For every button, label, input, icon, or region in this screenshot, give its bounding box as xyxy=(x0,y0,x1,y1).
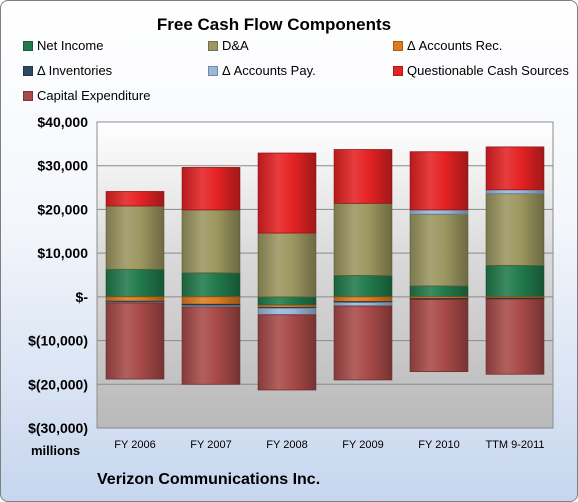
bar-segment xyxy=(409,285,469,298)
bar-segment xyxy=(485,193,545,266)
bar-segment xyxy=(257,314,317,391)
legend-item-accounts-pay: Δ Accounts Pay. xyxy=(208,63,316,79)
bar-segment xyxy=(485,264,545,298)
y-tick-label: $10,000 xyxy=(37,245,88,261)
legend-swatch-da xyxy=(208,40,218,51)
bar-segment xyxy=(333,202,393,276)
bar-segment xyxy=(333,275,393,298)
legend-item-capex: Capital Expenditure xyxy=(23,88,150,104)
units-label: millions xyxy=(31,443,81,458)
bar-segment xyxy=(181,209,241,274)
bar-segment xyxy=(409,213,469,287)
bar-segment xyxy=(105,268,165,298)
legend-label-da: D&A xyxy=(222,38,249,53)
legend-swatch-questionable-cash xyxy=(393,65,403,76)
legend-item-accounts-rec: Δ Accounts Rec. xyxy=(393,38,502,54)
legend-item-inventories: Δ Inventories xyxy=(23,63,112,79)
bar-segment xyxy=(485,146,545,191)
bar-segment xyxy=(105,296,165,302)
legend-swatch-accounts-pay xyxy=(208,65,218,76)
bar-segment xyxy=(181,306,241,385)
bar-segment xyxy=(105,205,165,270)
legend-item-da: D&A xyxy=(208,38,249,54)
x-tick-label: FY 2007 xyxy=(190,439,231,451)
plot-area xyxy=(96,121,554,429)
bar-segment xyxy=(485,189,545,195)
bar-segment xyxy=(257,232,317,298)
legend-item-net-income: Net Income xyxy=(23,38,103,54)
bar-segment xyxy=(257,307,317,316)
x-tick-label: FY 2009 xyxy=(342,439,383,451)
y-tick-label: $40,000 xyxy=(37,114,88,130)
company-name: Verizon Communications Inc. xyxy=(97,471,321,488)
legend-label-net-income: Net Income xyxy=(37,38,104,53)
x-tick-label: TTM 9-2011 xyxy=(485,439,544,451)
legend-item-questionable-cash: Questionable Cash Sources xyxy=(393,63,569,79)
bar-segment xyxy=(333,149,393,204)
legend-label-accounts-rec: Δ Accounts Rec. xyxy=(407,38,503,53)
bar-segment xyxy=(485,298,545,375)
bar-segment xyxy=(333,302,393,307)
chart-title: Free Cash Flow Components xyxy=(156,15,392,34)
y-tick-label: $(10,000) xyxy=(28,333,88,349)
x-tick-label: FY 2006 xyxy=(114,439,155,451)
bar-segment xyxy=(409,151,469,211)
y-tick-label: $(20,000) xyxy=(28,376,88,392)
bar-segment xyxy=(333,296,393,303)
bar-segment xyxy=(105,302,165,380)
bar-segment xyxy=(409,209,469,215)
bar-segment xyxy=(105,191,165,207)
bar-segment xyxy=(181,296,241,305)
legend-swatch-accounts-rec xyxy=(393,40,403,51)
y-tick-label: $(30,000) xyxy=(28,420,88,436)
x-tick-label: FY 2010 xyxy=(418,439,459,451)
bar-segment xyxy=(333,305,393,381)
bar-segment xyxy=(257,152,317,234)
legend-label-inventories: Δ Inventories xyxy=(37,63,113,78)
y-tick-label: $20,000 xyxy=(37,201,88,217)
legend-label-capex: Capital Expenditure xyxy=(37,88,151,103)
bar-segment xyxy=(181,272,241,298)
legend-swatch-capex xyxy=(23,90,33,101)
bar-segment xyxy=(257,296,317,306)
bar-segment xyxy=(181,167,241,211)
legend-swatch-inventories xyxy=(23,65,33,76)
bar-segment xyxy=(409,299,469,373)
legend-swatch-net-income xyxy=(23,40,33,51)
y-tick-label: $30,000 xyxy=(37,158,88,174)
y-tick-label: $- xyxy=(76,289,89,305)
x-tick-label: FY 2008 xyxy=(266,439,307,451)
legend-label-accounts-pay: Δ Accounts Pay. xyxy=(222,63,316,78)
legend-label-questionable-cash: Questionable Cash Sources xyxy=(407,63,569,78)
